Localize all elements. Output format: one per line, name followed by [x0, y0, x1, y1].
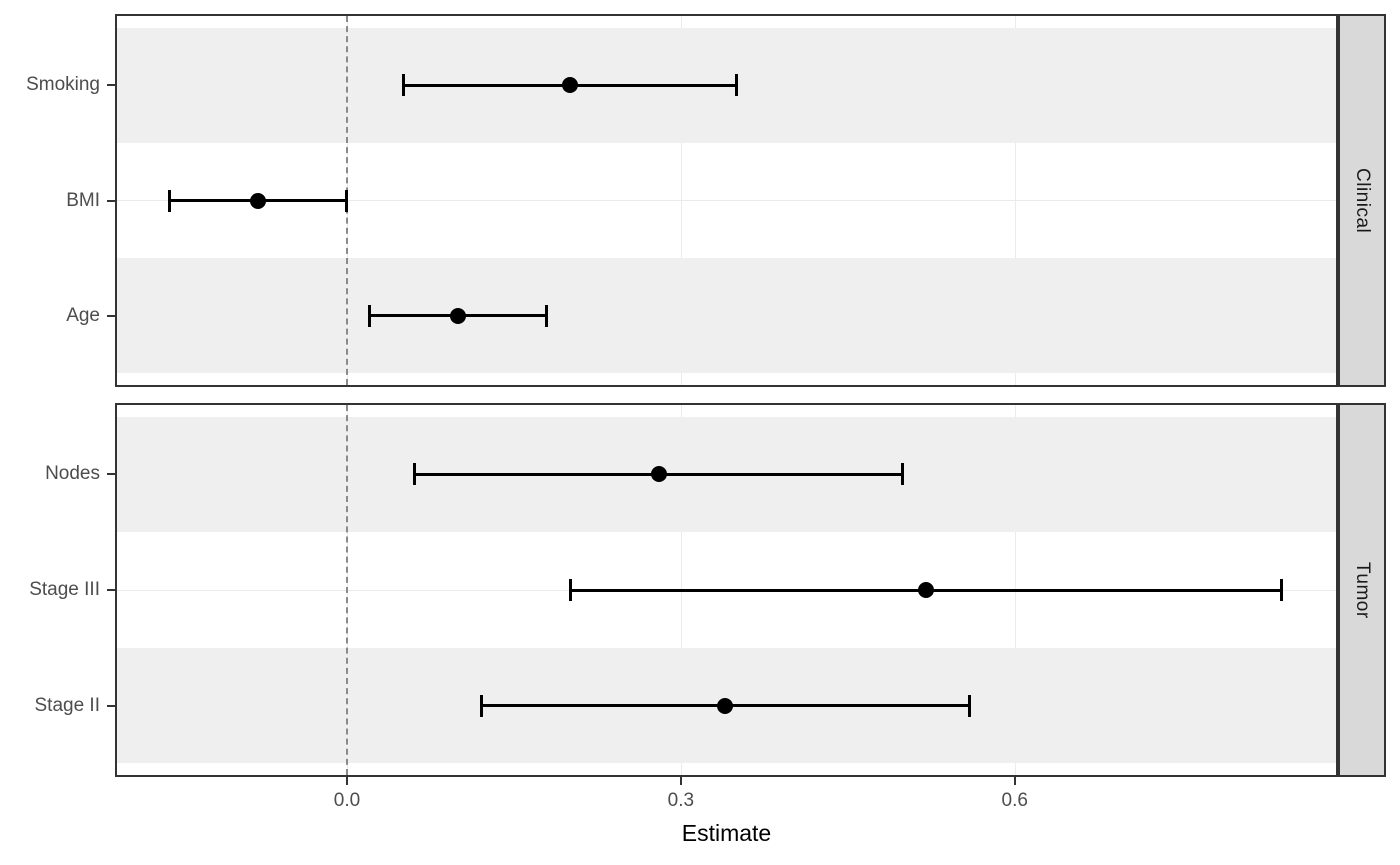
x-axis-tick: [1013, 777, 1016, 785]
y-gridline: [117, 200, 1336, 201]
row-stripe-age: [117, 258, 1336, 374]
point-estimate: [650, 466, 667, 483]
point-estimate: [561, 77, 578, 94]
facet-panel-tumor: [115, 403, 1338, 777]
y-axis-tick: [107, 704, 115, 707]
error-bar-cap-high: [545, 304, 549, 327]
x-axis-tick: [346, 777, 349, 785]
facet-strip-label: Clinical: [1352, 167, 1373, 234]
error-bar-cap-high: [968, 694, 972, 717]
facet-strip-clinical: Clinical: [1338, 14, 1386, 387]
y-axis-label-stage-ii: Stage II: [34, 694, 101, 716]
point-estimate: [249, 192, 266, 209]
point-estimate: [717, 697, 734, 714]
y-axis-tick: [107, 199, 115, 202]
y-axis-label-stage-iii: Stage III: [29, 579, 100, 600]
y-axis-tick: [107, 84, 115, 87]
x-axis-title: Estimate: [681, 820, 772, 846]
reference-line: [346, 405, 349, 775]
y-axis-label-nodes: Nodes: [45, 463, 100, 485]
y-axis-label-bmi: BMI: [66, 189, 100, 211]
error-bar-cap-low: [167, 189, 171, 212]
facet-strip-tumor: Tumor: [1338, 403, 1386, 777]
error-bar-cap-high: [1279, 579, 1283, 601]
x-tick-label-0.0: 0.0: [333, 790, 361, 811]
error-bar-cap-low: [479, 694, 483, 717]
error-bar-cap-low: [568, 579, 572, 601]
error-bar-cap-high: [345, 189, 349, 212]
y-axis-label-age: Age: [66, 304, 100, 326]
error-bar-cap-low: [412, 463, 416, 486]
error-bar-cap-high: [734, 74, 738, 97]
error-bar-cap-high: [901, 463, 905, 486]
x-tick-label-0.3: 0.3: [667, 790, 695, 811]
facet-strip-label: Tumor: [1352, 561, 1373, 619]
error-bar-cap-low: [368, 304, 372, 327]
error-bar-cap-low: [401, 74, 405, 97]
x-axis-tick: [679, 777, 682, 785]
point-estimate: [450, 307, 467, 324]
y-axis-tick: [107, 314, 115, 317]
x-tick-label-0.6: 0.6: [1001, 790, 1028, 811]
y-axis-tick: [107, 473, 115, 476]
y-axis-label-smoking: Smoking: [26, 74, 100, 96]
facet-panel-clinical: [115, 14, 1338, 387]
y-axis-tick: [107, 589, 115, 591]
point-estimate: [917, 582, 934, 598]
